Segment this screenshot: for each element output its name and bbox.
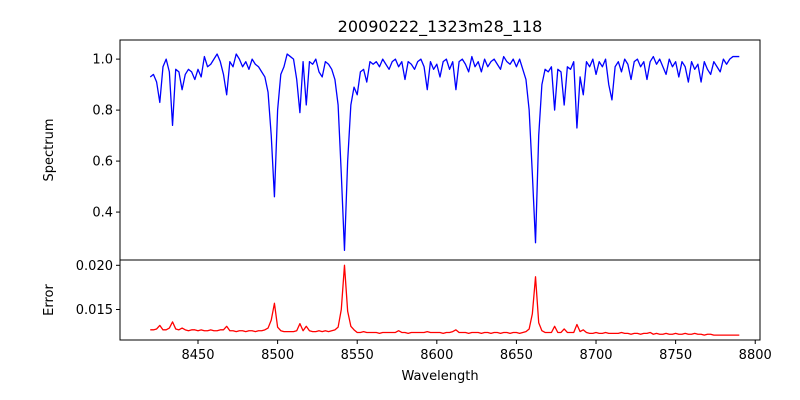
- error-y-tick-label: 0.015: [76, 303, 113, 318]
- x-tick-label: 8450: [181, 348, 214, 363]
- x-tick-label: 8800: [739, 348, 772, 363]
- x-tick-label: 8650: [500, 348, 533, 363]
- x-tick-label: 8700: [579, 348, 612, 363]
- x-tick-label: 8750: [659, 348, 692, 363]
- spectrum-line: [149, 53, 740, 251]
- x-tick-label: 8500: [261, 348, 294, 363]
- x-tick-label: 8600: [420, 348, 453, 363]
- spectrum-y-tick-label: 0.8: [92, 104, 113, 119]
- spectrum-y-tick-label: 0.4: [92, 206, 113, 221]
- chart-title: 20090222_1323m28_118: [338, 17, 543, 37]
- spectrum-y-label: Spectrum: [42, 119, 57, 182]
- error-y-tick-label: 0.020: [76, 259, 113, 274]
- error-line: [150, 264, 740, 336]
- x-axis-label: Wavelength: [401, 369, 478, 384]
- error-y-label: Error: [42, 284, 57, 316]
- error-panel: 0.015 0.020 8450 8500 8550 8600 8650 8700 8750 88…: [76, 259, 772, 363]
- x-tick-label: 8550: [341, 348, 374, 363]
- spectrum-y-tick-label: 0.6: [92, 155, 113, 170]
- spectrum-y-tick-label: 1.0: [92, 53, 113, 68]
- error-axes-frame: [119, 259, 761, 341]
